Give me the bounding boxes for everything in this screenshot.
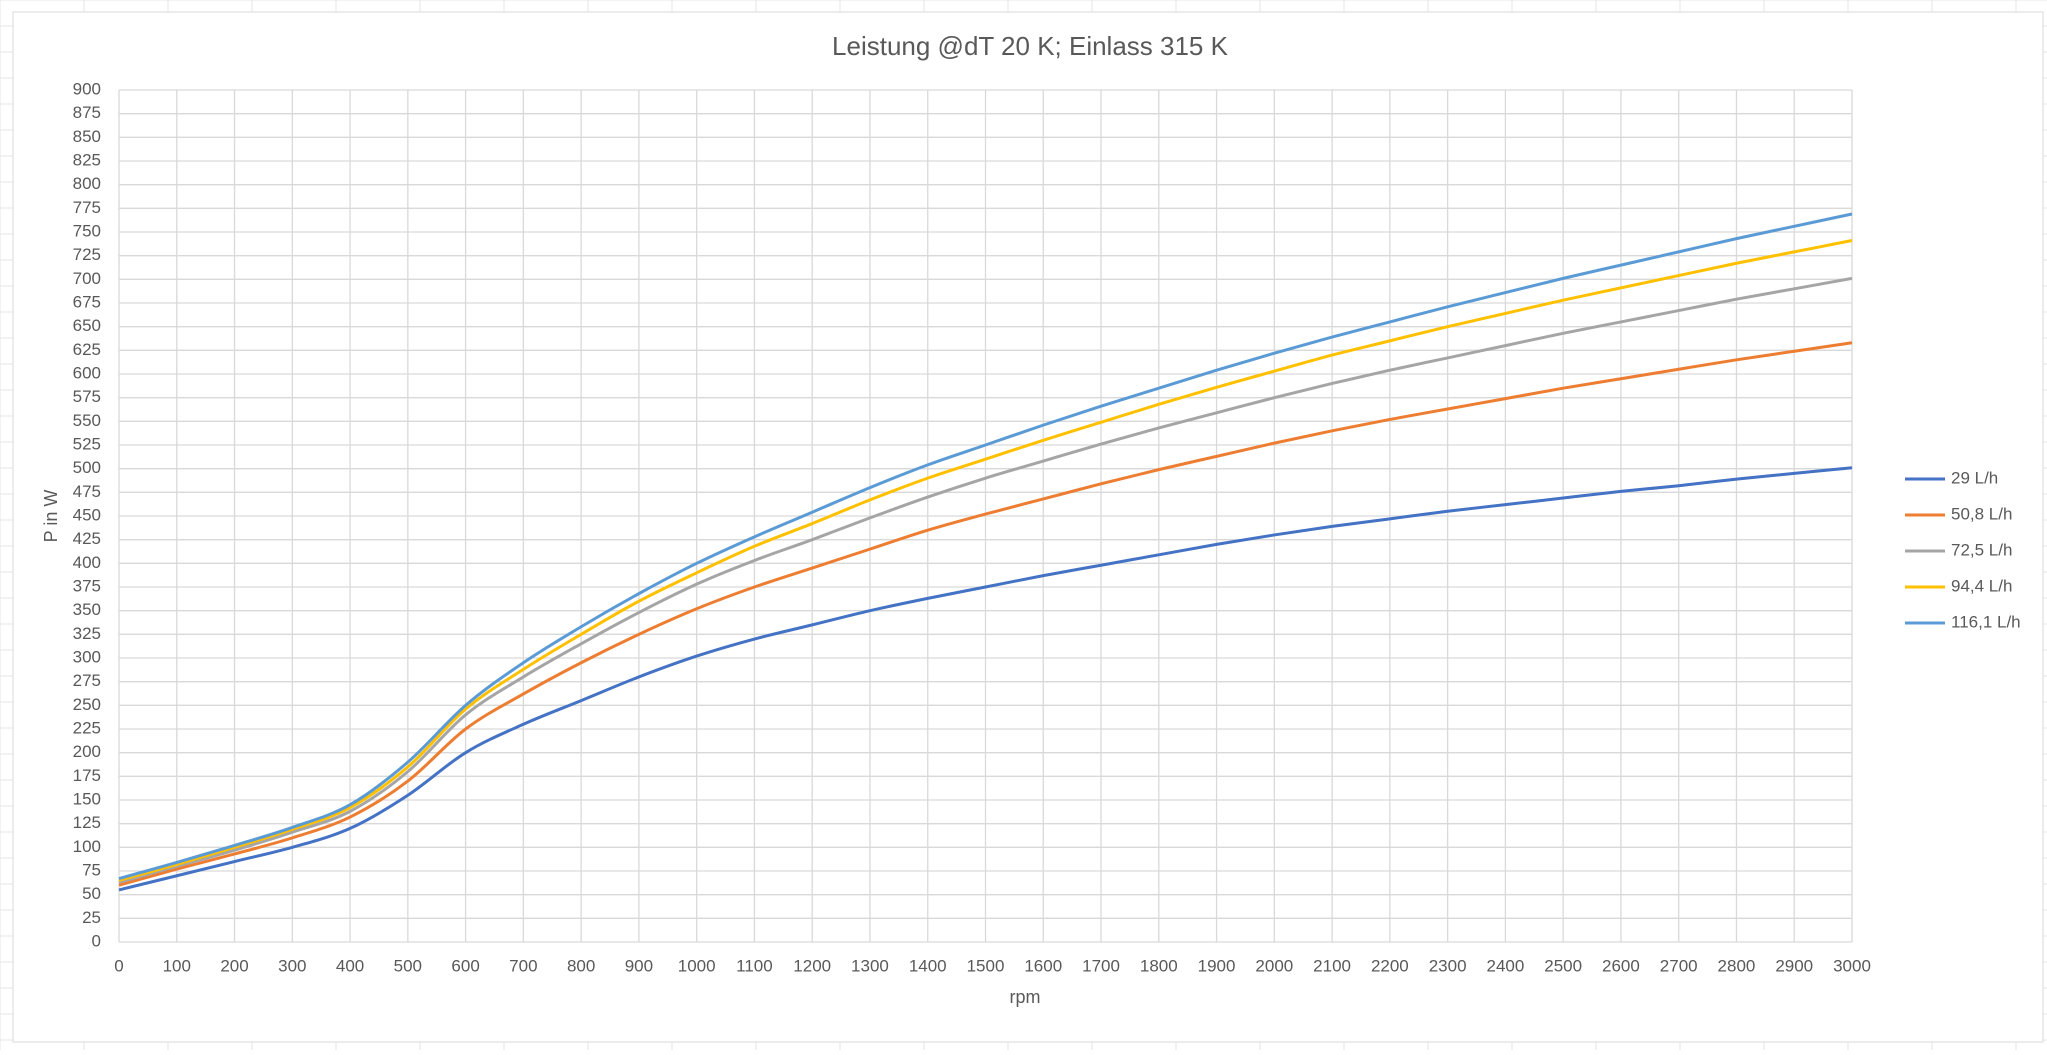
y-tick-label: 675 [73,292,101,311]
y-tick-label: 500 [73,458,101,477]
y-tick-label: 775 [73,198,101,217]
y-tick-label: 200 [73,742,101,761]
legend-label: 29 L/h [1951,468,1998,487]
x-axis-label: rpm [1010,987,1041,1007]
x-tick-label: 1400 [909,956,947,975]
y-tick-label: 300 [73,647,101,666]
chart-title: Leistung @dT 20 K; Einlass 315 K [832,31,1229,61]
y-tick-label: 575 [73,387,101,406]
x-tick-label: 400 [336,956,364,975]
y-tick-label: 650 [73,316,101,335]
y-tick-label: 150 [73,789,101,808]
y-tick-label: 0 [92,931,101,950]
x-tick-label: 2200 [1371,956,1409,975]
x-tick-label: 1500 [967,956,1005,975]
x-tick-label: 1000 [678,956,716,975]
x-tick-label: 1200 [793,956,831,975]
x-tick-label: 600 [451,956,479,975]
x-tick-label: 2500 [1544,956,1582,975]
y-tick-label: 350 [73,600,101,619]
x-tick-label: 500 [394,956,422,975]
y-tick-label: 625 [73,340,101,359]
y-tick-label: 750 [73,221,101,240]
x-tick-label: 700 [509,956,537,975]
y-axis-label: P in W [41,490,61,543]
y-tick-label: 25 [82,908,101,927]
y-tick-label: 700 [73,269,101,288]
y-tick-label: 875 [73,103,101,122]
y-tick-label: 250 [73,695,101,714]
series-line [118,239,1853,882]
x-tick-label: 800 [567,956,595,975]
x-tick-label: 2300 [1429,956,1467,975]
x-tick-label: 1900 [1198,956,1236,975]
y-tick-label: 400 [73,553,101,572]
y-tick-label: 550 [73,411,101,430]
y-tick-label: 225 [73,718,101,737]
y-tick-label: 450 [73,505,101,524]
y-tick-label: 175 [73,766,101,785]
y-tick-label: 325 [73,624,101,643]
legend-label: 116,1 L/h [1951,612,2021,631]
x-tick-label: 2600 [1602,956,1640,975]
y-tick-label: 50 [82,884,101,903]
y-tick-label: 425 [73,529,101,548]
x-tick-label: 2100 [1313,956,1351,975]
x-tick-label: 2400 [1486,956,1524,975]
y-tick-label: 125 [73,813,101,832]
x-tick-label: 2000 [1255,956,1293,975]
y-tick-label: 375 [73,576,101,595]
series-line [118,341,1853,887]
x-tick-label: 100 [163,956,191,975]
legend-label: 94,4 L/h [1951,576,2012,595]
x-tick-label: 1800 [1140,956,1178,975]
x-tick-label: 1600 [1024,956,1062,975]
legend-label: 72,5 L/h [1951,540,2012,559]
x-tick-label: 1300 [851,956,889,975]
y-tick-label: 825 [73,150,101,169]
x-tick-label: 2800 [1718,956,1756,975]
x-tick-label: 1700 [1082,956,1120,975]
x-tick-label: 3000 [1833,956,1871,975]
y-tick-label: 725 [73,245,101,264]
y-tick-label: 600 [73,363,101,382]
series-line [118,276,1853,884]
y-tick-label: 900 [73,79,101,98]
x-tick-label: 0 [114,956,123,975]
y-tick-label: 525 [73,434,101,453]
chart-area [12,11,2044,1043]
y-tick-label: 850 [73,127,101,146]
series-line [118,212,1853,881]
x-tick-label: 2700 [1660,956,1698,975]
y-tick-label: 800 [73,174,101,193]
x-tick-label: 900 [625,956,653,975]
y-tick-label: 475 [73,482,101,501]
y-tick-label: 75 [82,860,101,879]
series-line [118,466,1853,892]
x-tick-label: 200 [220,956,248,975]
x-tick-label: 300 [278,956,306,975]
x-tick-label: 2900 [1775,956,1813,975]
x-tick-label: 1100 [736,956,773,975]
y-tick-label: 275 [73,671,101,690]
legend-label: 50,8 L/h [1951,504,2012,523]
y-tick-label: 100 [73,837,101,856]
